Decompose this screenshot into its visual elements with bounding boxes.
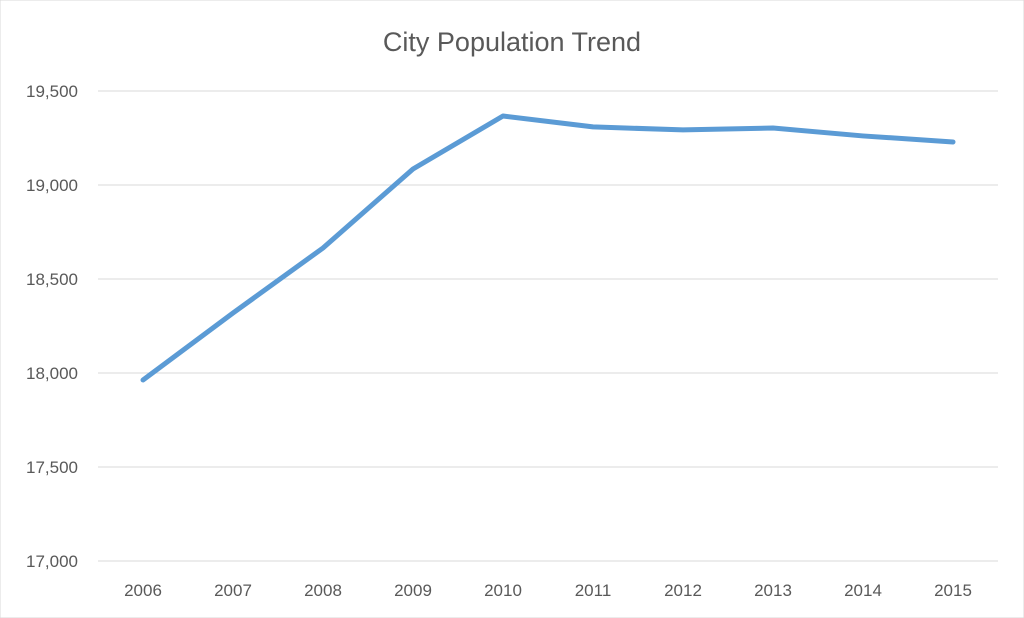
- x-tick-label: 2013: [754, 581, 792, 600]
- x-tick-label: 2014: [844, 581, 882, 600]
- series-line: [140, 113, 956, 383]
- y-tick-label: 18,000: [26, 364, 78, 383]
- x-tick-label: 2010: [484, 581, 522, 600]
- chart-title: City Population Trend: [383, 27, 641, 57]
- y-axis-ticks: 17,000 17,500 18,000 18,500 19,000 19,500: [26, 82, 78, 571]
- y-tick-label: 18,500: [26, 270, 78, 289]
- y-tick-label: 17,000: [26, 552, 78, 571]
- x-tick-label: 2011: [575, 581, 612, 600]
- y-tick-label: 19,000: [26, 176, 78, 195]
- x-tick-label: 2006: [124, 581, 162, 600]
- y-tick-label: 19,500: [26, 82, 78, 101]
- x-tick-label: 2012: [664, 581, 702, 600]
- x-axis-ticks: 2006 2007 2008 2009 2010 2011 2012 2013 2014 2015: [124, 581, 972, 600]
- y-tick-label: 17,500: [26, 458, 78, 477]
- series-lines: [140, 113, 956, 383]
- x-tick-label: 2015: [934, 581, 972, 600]
- x-tick-label: 2008: [304, 581, 342, 600]
- x-tick-label: 2009: [394, 581, 432, 600]
- gridlines: [98, 90, 998, 562]
- x-tick-label: 2007: [214, 581, 252, 600]
